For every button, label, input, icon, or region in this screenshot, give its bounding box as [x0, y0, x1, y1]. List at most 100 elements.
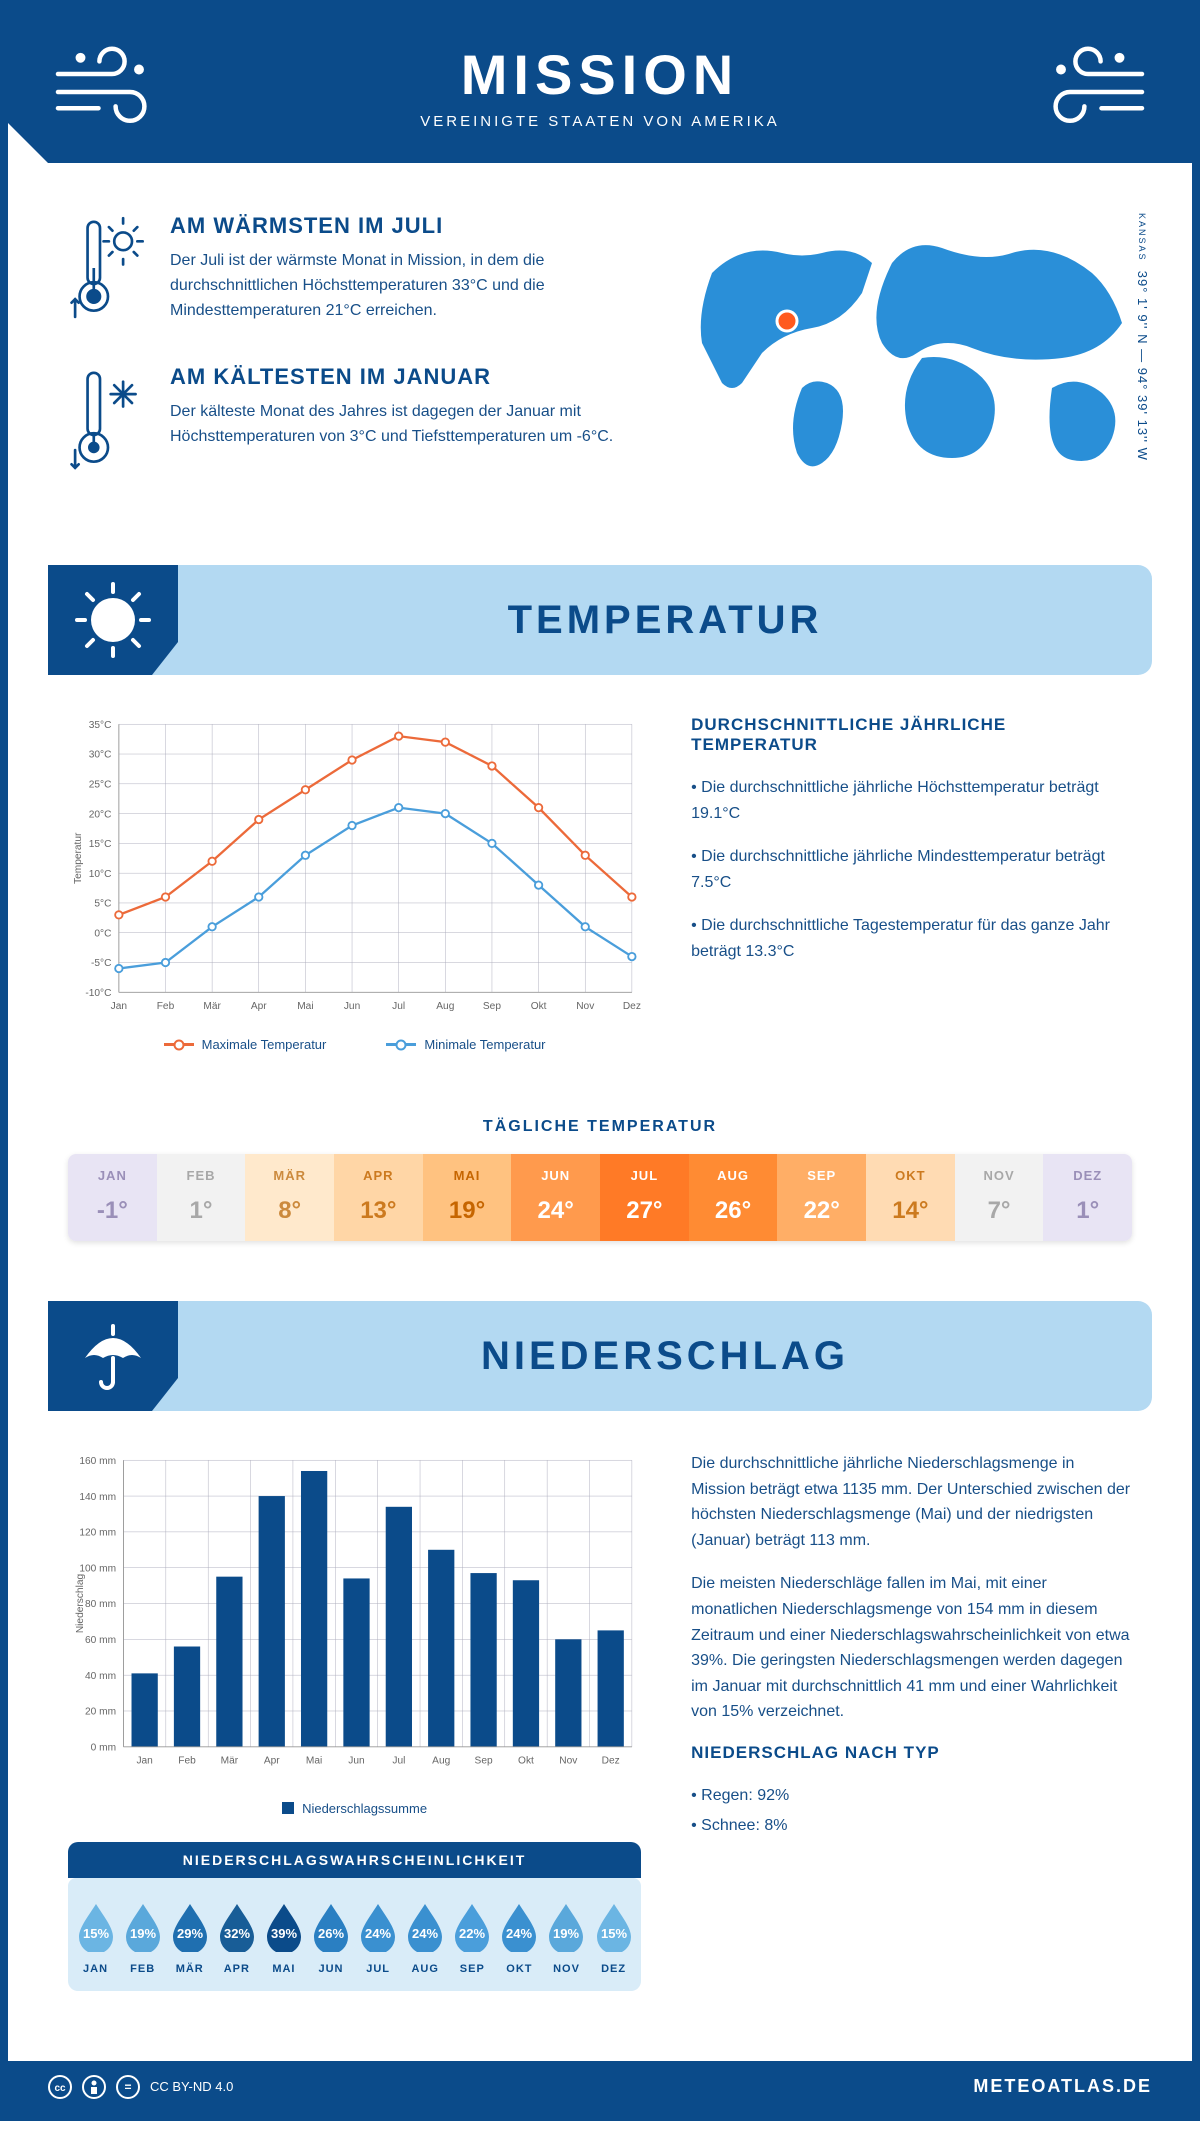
svg-text:24%: 24%: [412, 1926, 438, 1941]
prob-cell: 24%OKT: [496, 1886, 543, 1985]
temperature-heading: TEMPERATUR: [178, 598, 1152, 643]
precip-probability: NIEDERSCHLAGSWAHRSCHEINLICHKEIT 15%JAN19…: [68, 1842, 641, 1991]
footer: cc = CC BY-ND 4.0 METEOATLAS.DE: [8, 2061, 1192, 2113]
svg-text:5°C: 5°C: [94, 899, 111, 910]
license-text: CC BY-ND 4.0: [150, 2079, 233, 2094]
temp-cell: FEB1°: [157, 1154, 246, 1241]
temperature-line-chart: -10°C-5°C0°C5°C10°C15°C20°C25°C30°C35°CJ…: [68, 715, 641, 1020]
svg-text:Jul: Jul: [392, 1001, 405, 1012]
temp-legend: Maximale Temperatur Minimale Temperatur: [68, 1037, 641, 1052]
thermometer-snow-icon: [68, 364, 148, 479]
svg-text:Jun: Jun: [348, 1755, 364, 1766]
daily-temp-title: TÄGLICHE TEMPERATUR: [8, 1118, 1192, 1136]
precip-type-1: • Regen: 92%: [691, 1783, 1132, 1809]
prob-cell: 19%FEB: [119, 1886, 166, 1985]
temp-cell: APR13°: [334, 1154, 423, 1241]
prob-cell: 19%NOV: [543, 1886, 590, 1985]
svg-text:Jul: Jul: [392, 1755, 405, 1766]
svg-text:29%: 29%: [177, 1926, 203, 1941]
temp-bullet-3: • Die durchschnittliche Tagestemperatur …: [691, 913, 1132, 964]
svg-text:10°C: 10°C: [89, 869, 112, 880]
temp-cell: MÄR8°: [245, 1154, 334, 1241]
header: MISSION VEREINIGTE STAATEN VON AMERIKA: [8, 8, 1192, 163]
svg-text:24%: 24%: [506, 1926, 532, 1941]
svg-text:0 mm: 0 mm: [91, 1743, 116, 1754]
svg-text:160 mm: 160 mm: [79, 1456, 116, 1467]
prob-cell: 29%MÄR: [166, 1886, 213, 1985]
coords-text: 39° 1' 9'' N — 94° 39' 13'' W: [1135, 271, 1150, 461]
svg-text:20 mm: 20 mm: [85, 1707, 116, 1718]
precipitation-bar-chart: 0 mm20 mm40 mm60 mm80 mm100 mm120 mm140 …: [68, 1451, 641, 1784]
temp-cell: NOV7°: [955, 1154, 1044, 1241]
svg-text:60 mm: 60 mm: [85, 1635, 116, 1646]
svg-text:Apr: Apr: [264, 1755, 280, 1766]
warmest-title: AM WÄRMSTEN IM JULI: [170, 213, 652, 239]
precip-type-2: • Schnee: 8%: [691, 1813, 1132, 1839]
svg-text:Sep: Sep: [483, 1001, 501, 1012]
svg-text:30°C: 30°C: [89, 750, 112, 761]
svg-text:Temperatur: Temperatur: [73, 832, 84, 884]
svg-text:Dez: Dez: [623, 1001, 641, 1012]
svg-text:35°C: 35°C: [89, 720, 112, 731]
temp-text-heading: DURCHSCHNITTLICHE JÄHRLICHE TEMPERATUR: [691, 715, 1132, 755]
svg-text:cc: cc: [54, 2083, 66, 2094]
svg-text:Jun: Jun: [344, 1001, 360, 1012]
svg-text:Aug: Aug: [432, 1755, 450, 1766]
temperature-banner: TEMPERATUR: [48, 565, 1152, 675]
prob-cell: 15%DEZ: [590, 1886, 637, 1985]
sun-icon: [48, 565, 178, 675]
svg-text:Mär: Mär: [221, 1755, 239, 1766]
coldest-title: AM KÄLTESTEN IM JANUAR: [170, 364, 652, 390]
prob-cell: 15%JAN: [72, 1886, 119, 1985]
svg-text:Sep: Sep: [475, 1755, 493, 1766]
svg-text:Jan: Jan: [111, 1001, 127, 1012]
precip-legend: Niederschlagssumme: [68, 1801, 641, 1816]
temp-cell: JAN-1°: [68, 1154, 157, 1241]
temp-cell: JUN24°: [511, 1154, 600, 1241]
svg-text:Okt: Okt: [518, 1755, 534, 1766]
svg-text:19%: 19%: [553, 1926, 579, 1941]
svg-text:-5°C: -5°C: [91, 958, 111, 969]
svg-text:Aug: Aug: [436, 1001, 454, 1012]
brand: METEOATLAS.DE: [973, 2076, 1152, 2097]
prob-title: NIEDERSCHLAGSWAHRSCHEINLICHKEIT: [68, 1842, 641, 1878]
precip-legend-label: Niederschlagssumme: [302, 1801, 427, 1816]
coldest-text: Der kälteste Monat des Jahres ist dagege…: [170, 400, 652, 450]
state-label: KANSAS: [1137, 213, 1147, 262]
world-map: KANSAS 39° 1' 9'' N — 94° 39' 13'' W: [692, 213, 1132, 515]
svg-text:Feb: Feb: [178, 1755, 196, 1766]
wind-icon-left: [48, 38, 158, 133]
svg-text:140 mm: 140 mm: [79, 1492, 116, 1503]
license: cc = CC BY-ND 4.0: [48, 2075, 233, 2099]
svg-text:80 mm: 80 mm: [85, 1599, 116, 1610]
svg-text:Mär: Mär: [203, 1001, 221, 1012]
svg-text:Nov: Nov: [576, 1001, 595, 1012]
precip-heading: NIEDERSCHLAG: [178, 1334, 1152, 1379]
prob-cell: 24%JUL: [355, 1886, 402, 1985]
svg-text:=: =: [124, 2080, 131, 2094]
temp-cell: OKT14°: [866, 1154, 955, 1241]
umbrella-icon: [48, 1301, 178, 1411]
temp-cell: MAI19°: [423, 1154, 512, 1241]
daily-temp-strip: JAN-1°FEB1°MÄR8°APR13°MAI19°JUN24°JUL27°…: [68, 1154, 1132, 1241]
warmest-fact: AM WÄRMSTEN IM JULI Der Juli ist der wär…: [68, 213, 652, 328]
intro-row: AM WÄRMSTEN IM JULI Der Juli ist der wär…: [8, 163, 1192, 545]
svg-text:40 mm: 40 mm: [85, 1671, 116, 1682]
svg-text:Dez: Dez: [602, 1755, 620, 1766]
svg-text:15%: 15%: [601, 1926, 627, 1941]
svg-text:100 mm: 100 mm: [79, 1563, 116, 1574]
svg-text:19%: 19%: [130, 1926, 156, 1941]
svg-text:24%: 24%: [365, 1926, 391, 1941]
coldest-fact: AM KÄLTESTEN IM JANUAR Der kälteste Mona…: [68, 364, 652, 479]
svg-text:Niederschlag: Niederschlag: [75, 1574, 86, 1633]
svg-text:Jan: Jan: [136, 1755, 152, 1766]
svg-text:Apr: Apr: [251, 1001, 267, 1012]
precip-p2: Die meisten Niederschläge fallen im Mai,…: [691, 1571, 1132, 1725]
svg-text:Mai: Mai: [306, 1755, 322, 1766]
header-subtitle: VEREINIGTE STAATEN VON AMERIKA: [158, 113, 1042, 130]
svg-text:Nov: Nov: [559, 1755, 578, 1766]
svg-text:26%: 26%: [318, 1926, 344, 1941]
legend-min: Minimale Temperatur: [424, 1037, 545, 1052]
prob-cell: 24%AUG: [402, 1886, 449, 1985]
prob-cell: 26%JUN: [307, 1886, 354, 1985]
